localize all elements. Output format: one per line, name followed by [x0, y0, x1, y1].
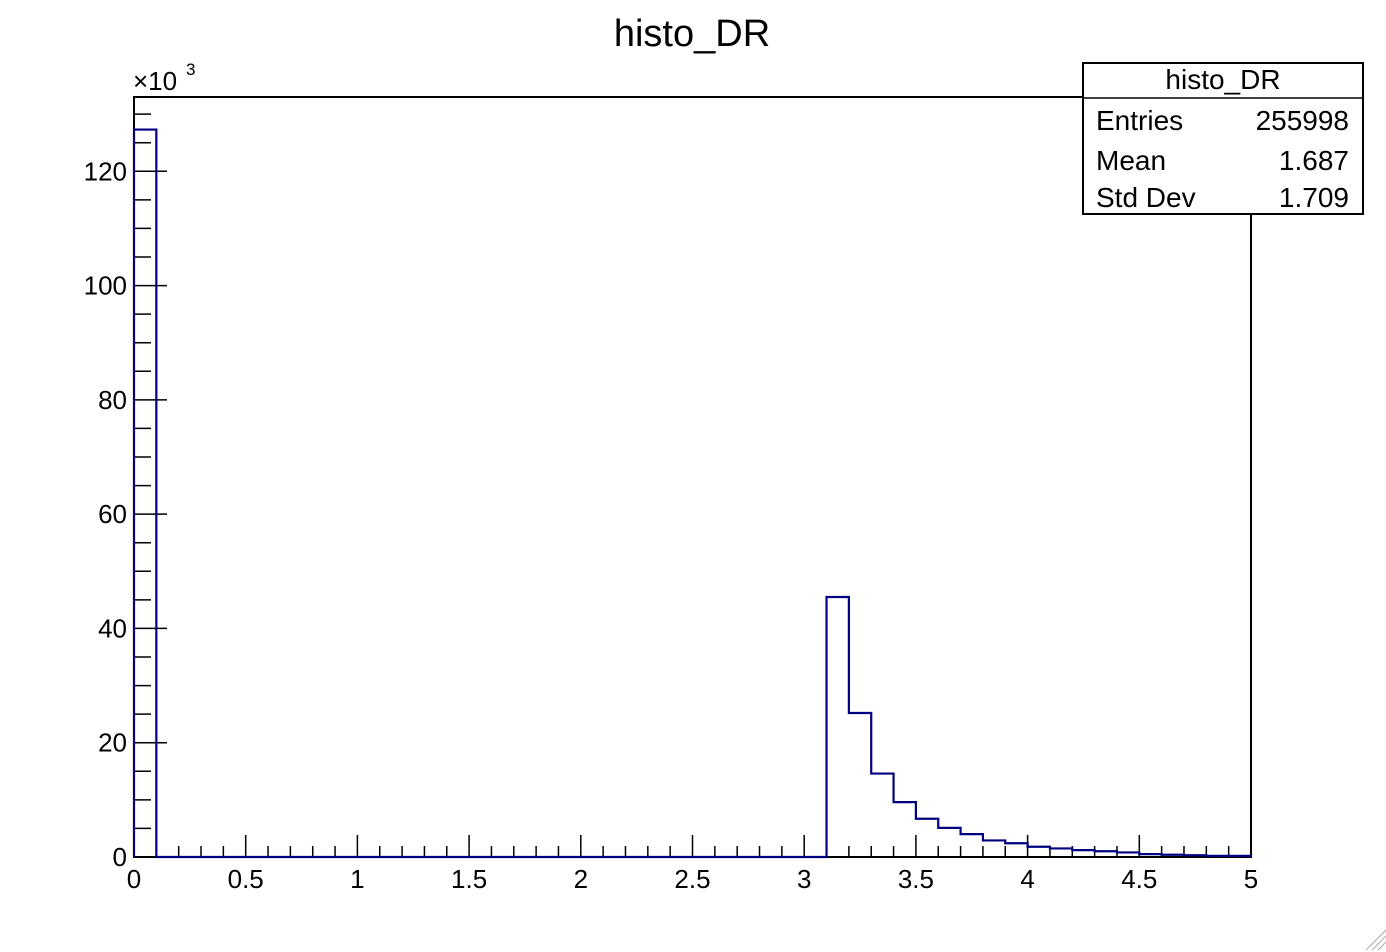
y-multiplier: ×10 3: [133, 60, 195, 96]
x-tick-label: 4.5: [1121, 864, 1157, 894]
x-tick-label: 1.5: [451, 864, 487, 894]
x-tick-label: 0: [127, 864, 141, 894]
histogram-bin: [871, 774, 893, 857]
y-tick-label: 60: [98, 499, 127, 529]
y-tick-label: 80: [98, 385, 127, 415]
histogram-bin: [916, 819, 938, 857]
stats-std-value: 1.709: [1279, 182, 1349, 213]
histogram-bin: [134, 130, 156, 857]
y-tick-label: 20: [98, 728, 127, 758]
histogram-bin: [961, 834, 983, 857]
stats-box: histo_DR Entries 255998 Mean 1.687 Std D…: [1082, 62, 1364, 215]
histogram-bin: [1005, 843, 1027, 857]
stats-mean-value: 1.687: [1279, 145, 1349, 176]
x-tick-label: 3: [797, 864, 811, 894]
x-tick-label: 2.5: [674, 864, 710, 894]
stats-entries-label: Entries: [1096, 105, 1183, 136]
x-tick-label: 0.5: [228, 864, 264, 894]
x-tick-label: 3.5: [898, 864, 934, 894]
histogram-bin: [983, 840, 1005, 857]
stats-entries-value: 255998: [1256, 105, 1349, 136]
stats-box-frame: [1082, 62, 1364, 215]
histogram-bins: [134, 130, 1251, 857]
y-tick-label: 120: [84, 156, 127, 186]
y-axis: 0 20 40 60 80 100 120: [84, 113, 167, 872]
y-tick-label: 0: [113, 842, 127, 872]
chart-title: histo_DR: [614, 13, 770, 55]
x-tick-label: 5: [1244, 864, 1258, 894]
histogram-bin: [827, 597, 849, 857]
x-tick-label: 4: [1020, 864, 1034, 894]
y-tick-label: 100: [84, 271, 127, 301]
y-multiplier-exponent: 3: [186, 60, 195, 79]
stats-std-label: Std Dev: [1096, 182, 1196, 213]
histogram-bin: [938, 828, 960, 857]
stats-mean-label: Mean: [1096, 145, 1166, 176]
x-tick-label: 1: [350, 864, 364, 894]
histogram-bin: [1028, 847, 1050, 857]
resize-handle-icon[interactable]: [1365, 929, 1386, 951]
histogram-series-line: [132, 128, 1253, 859]
histogram-bin: [849, 713, 871, 857]
x-axis: 0 0.5 1 1.5 2 2.5 3 3.5 4 4.5 5: [127, 835, 1258, 894]
histogram-bin: [1050, 848, 1072, 857]
x-tick-label: 2: [574, 864, 588, 894]
stats-name: histo_DR: [1165, 64, 1280, 95]
y-multiplier-base: ×10: [133, 66, 177, 96]
y-tick-label: 40: [98, 613, 127, 643]
histogram-bin: [894, 802, 916, 857]
